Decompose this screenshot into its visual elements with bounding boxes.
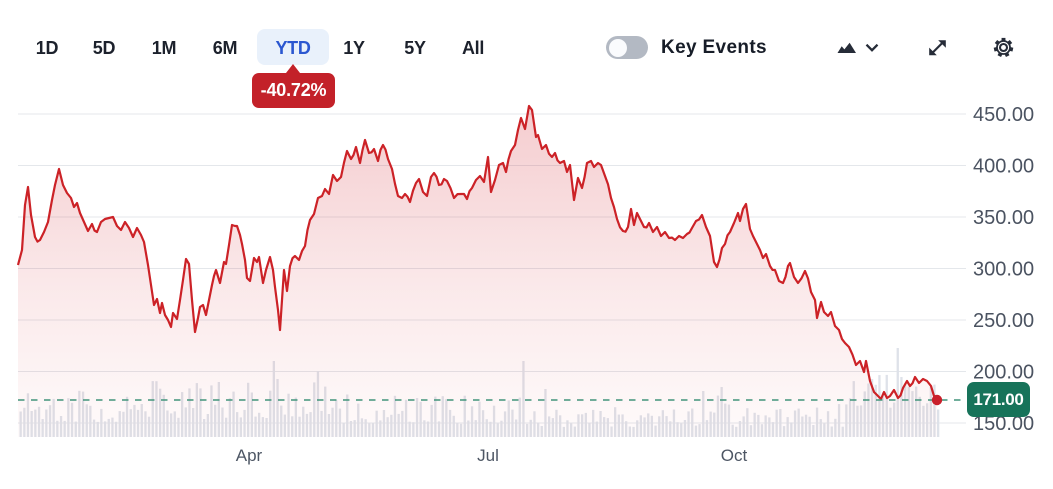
svg-text:400.00: 400.00 (973, 156, 1034, 178)
svg-text:Oct: Oct (721, 446, 748, 465)
svg-text:250.00: 250.00 (973, 310, 1034, 332)
svg-text:200.00: 200.00 (973, 362, 1034, 384)
svg-text:350.00: 350.00 (973, 207, 1034, 229)
svg-text:Apr: Apr (236, 446, 263, 465)
svg-text:300.00: 300.00 (973, 259, 1034, 281)
svg-text:450.00: 450.00 (973, 104, 1034, 126)
svg-text:150.00: 150.00 (973, 413, 1034, 435)
svg-text:Jul: Jul (477, 446, 499, 465)
